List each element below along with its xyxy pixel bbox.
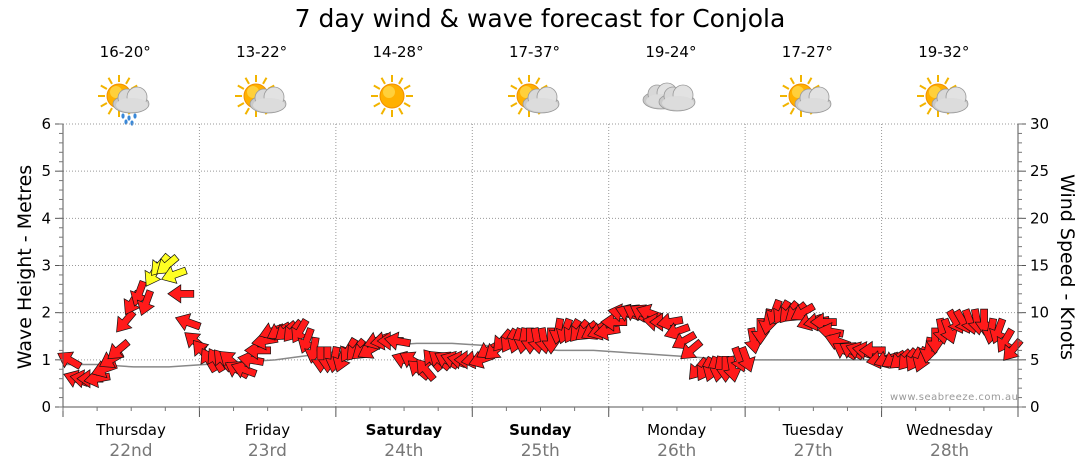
- left-tick-label: 2: [41, 304, 51, 322]
- day-name-label: Friday: [244, 421, 291, 439]
- day-name-label: Monday: [647, 421, 707, 439]
- right-tick-label: 30: [1030, 115, 1049, 133]
- temperature-range: 16-20°: [99, 43, 151, 61]
- right-axis-label: Wind Speed - Knots: [1056, 174, 1078, 360]
- right-tick-label: 0: [1030, 398, 1040, 416]
- sun-cloud-icon: [505, 70, 565, 126]
- temperature-range: 13-22°: [236, 43, 288, 61]
- wind-arrows-series: [57, 252, 1024, 389]
- day-date-label: 28th: [930, 441, 970, 461]
- wind-arrow: [174, 313, 202, 332]
- right-tick-label: 10: [1030, 304, 1049, 322]
- left-tick-label: 3: [41, 257, 51, 275]
- day-date-label: 23rd: [247, 441, 287, 461]
- right-tick-label: 5: [1030, 351, 1040, 369]
- day-date-label: 27th: [793, 441, 833, 461]
- sun-cloud-rain-icon: [95, 70, 155, 126]
- temperature-range: 19-24°: [645, 43, 697, 61]
- day-date-label: 24th: [384, 441, 424, 461]
- chart-title: 7 day wind & wave forecast for Conjola: [294, 4, 786, 33]
- right-tick-label: 15: [1030, 257, 1049, 275]
- day-name-label: Tuesday: [782, 421, 844, 439]
- temperature-range: 19-32°: [918, 43, 970, 61]
- cloud-icon: [641, 70, 701, 126]
- temperature-range: 17-37°: [508, 43, 561, 61]
- day-date-label: 26th: [657, 441, 697, 461]
- temperature-range: 14-28°: [372, 43, 424, 61]
- axes: 0 1 2 3 4 5 6 0 5 10 15 20 25 30: [41, 115, 1049, 417]
- day-name-label: Wednesday: [906, 421, 993, 439]
- sun-cloud-icon: [777, 70, 837, 126]
- day-name-label: Sunday: [509, 421, 572, 439]
- wind-arrow: [136, 289, 156, 316]
- left-tick-label: 0: [41, 398, 51, 416]
- right-tick-label: 25: [1030, 162, 1049, 180]
- left-axis-label: Wave Height - Metres: [14, 164, 36, 370]
- wind-arrow: [107, 338, 131, 360]
- left-tick-label: 1: [41, 351, 51, 369]
- wind-arrow: [680, 338, 704, 360]
- wind-arrow: [57, 351, 83, 370]
- temperature-range: 17-27°: [781, 43, 833, 61]
- day-name-label: Saturday: [365, 421, 443, 439]
- wind-arrow: [737, 345, 756, 373]
- sun-cloud-icon: [232, 70, 292, 126]
- wind-arrow: [167, 284, 195, 304]
- watermark: www.seabreeze.com.au: [890, 392, 1019, 403]
- left-tick-label: 6: [41, 115, 51, 133]
- left-tick-label: 5: [41, 162, 51, 180]
- right-tick-label: 20: [1030, 209, 1049, 227]
- day-date-label: 22nd: [109, 441, 153, 461]
- wind-arrow: [161, 265, 188, 284]
- wind-arrow: [116, 309, 137, 333]
- left-tick-label: 4: [41, 209, 51, 227]
- wind-arrow: [383, 331, 412, 351]
- day-date-label: 25th: [520, 441, 560, 461]
- day-name-label: Thursday: [96, 421, 166, 439]
- sun-icon: [368, 70, 428, 126]
- sun-cloud-icon: [914, 70, 974, 126]
